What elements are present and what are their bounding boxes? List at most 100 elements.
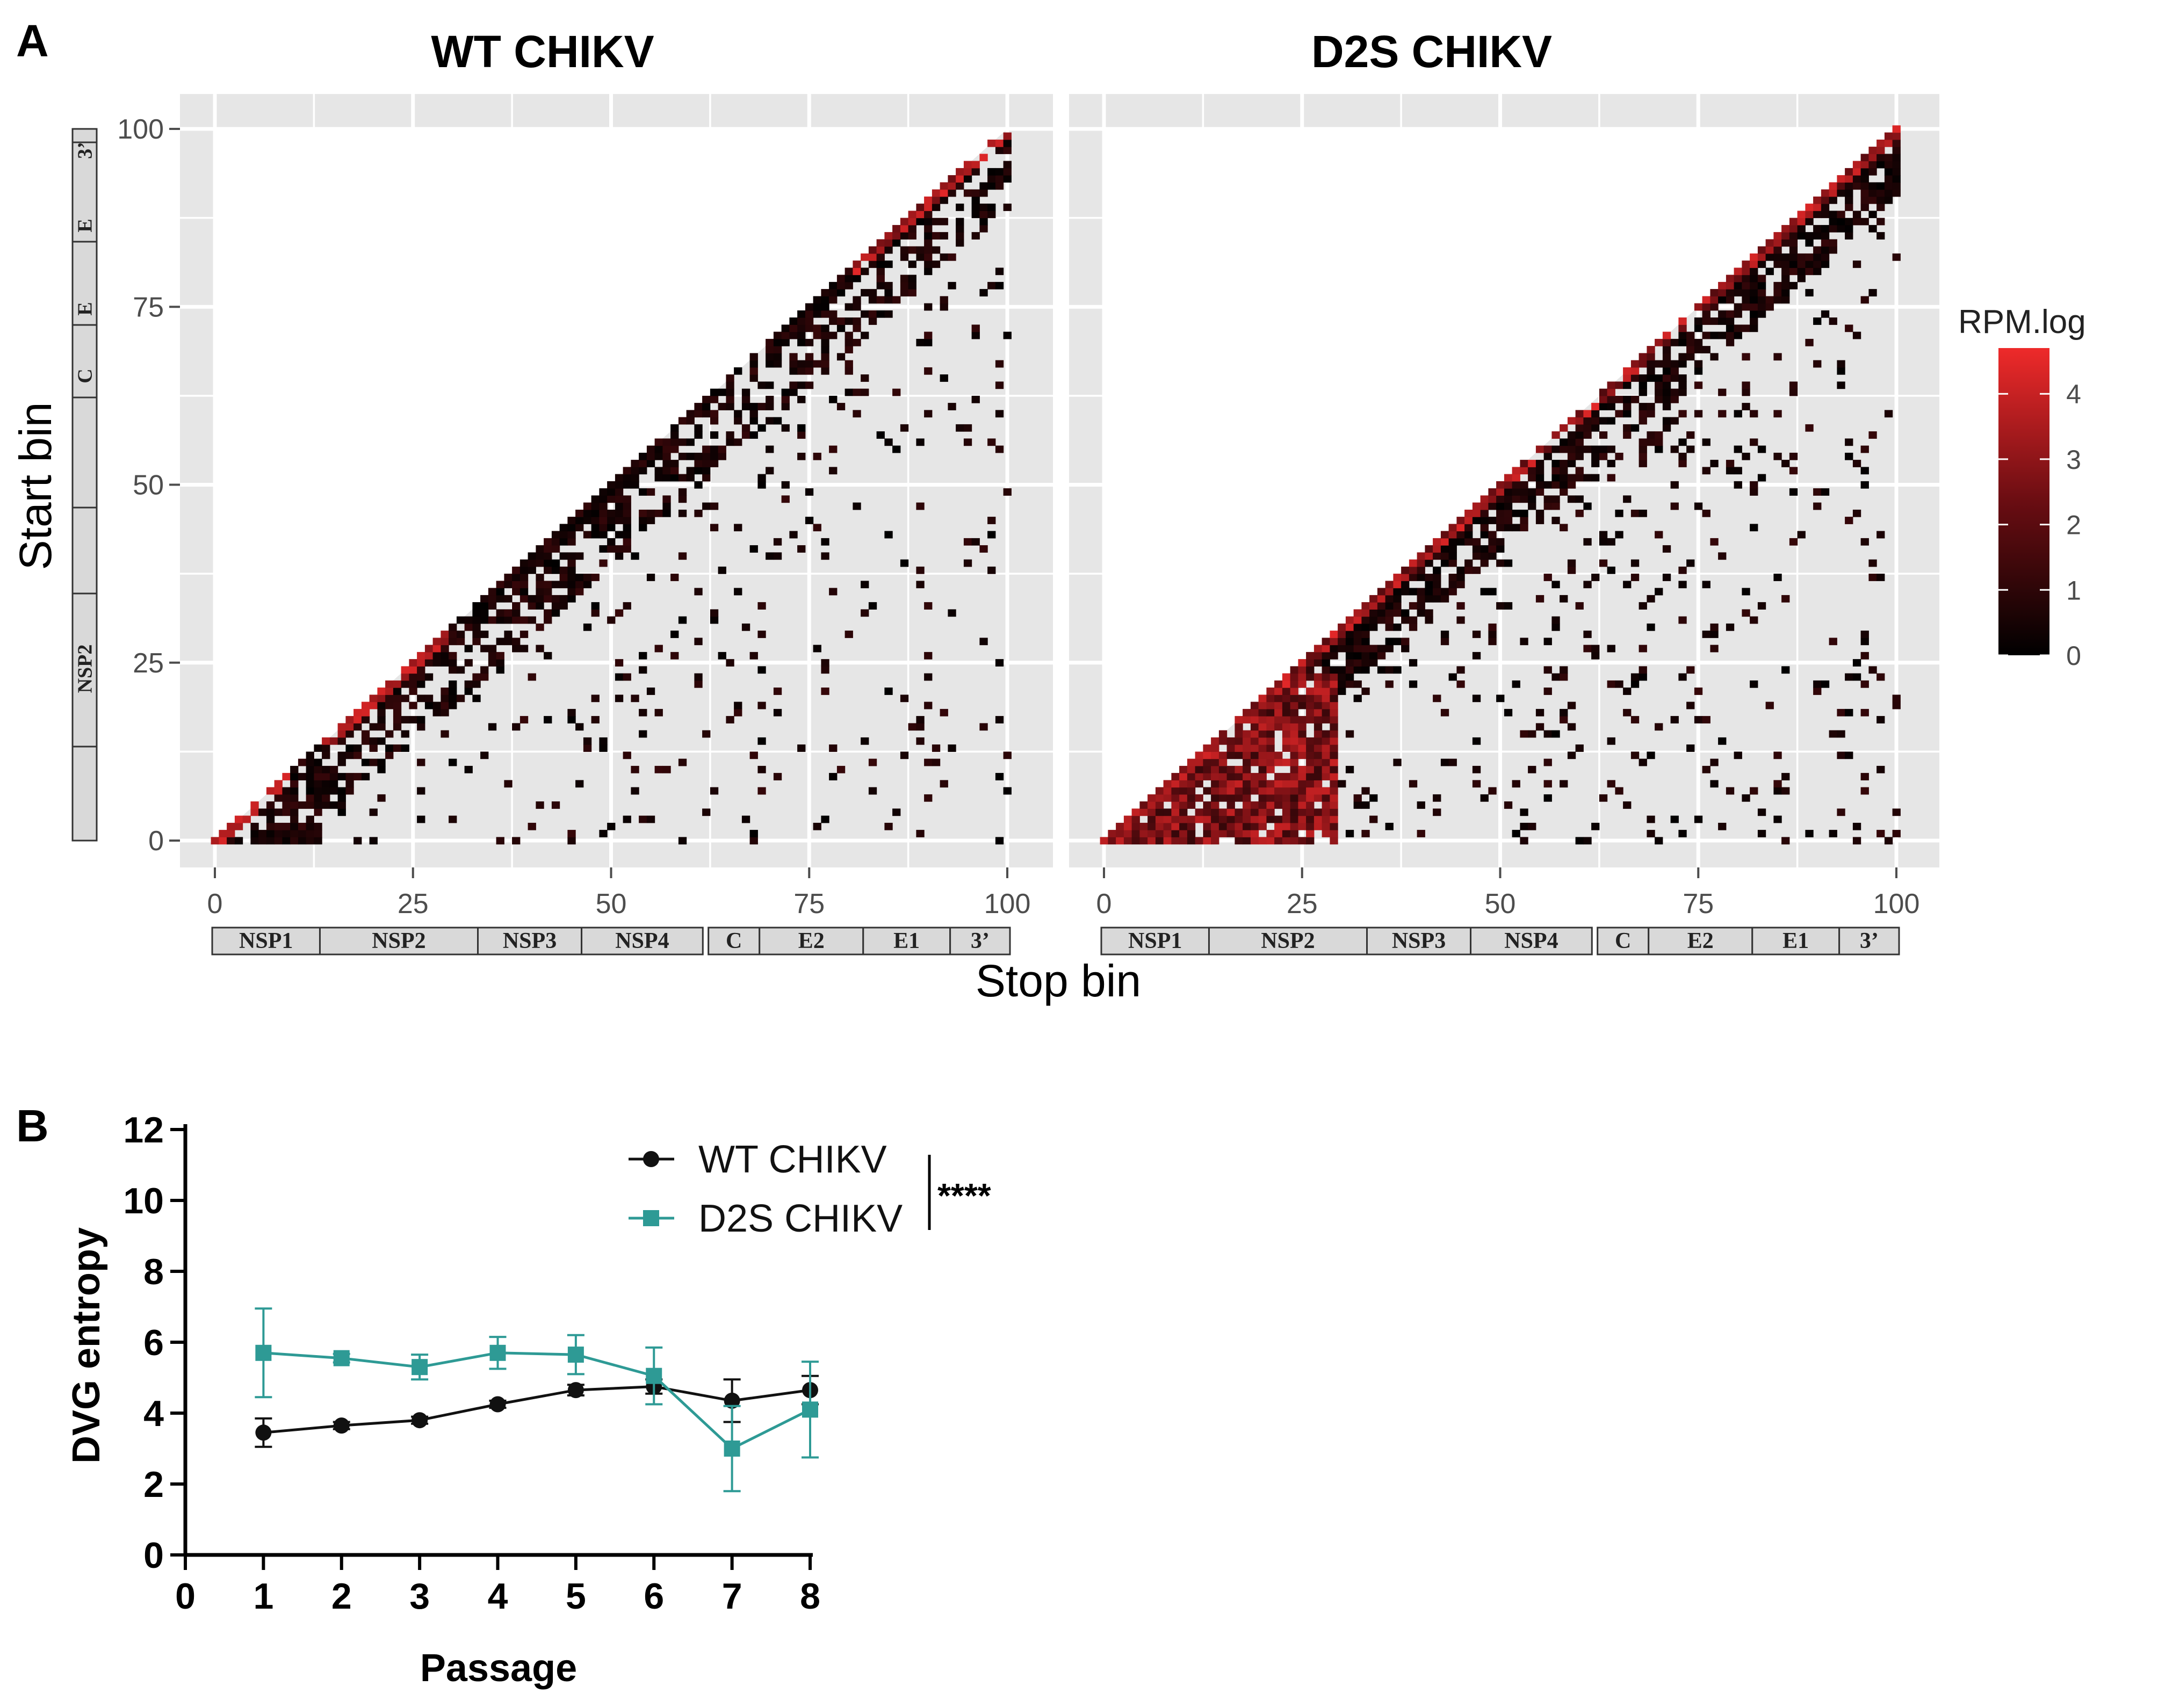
heatmap-cell bbox=[1647, 403, 1655, 410]
heatmap-cell bbox=[591, 531, 600, 539]
genome-segment bbox=[71, 396, 98, 509]
heatmap-cell bbox=[1290, 787, 1298, 795]
heatmap-cell bbox=[853, 296, 861, 304]
heatmap-cell bbox=[1226, 830, 1235, 837]
heatmap-cell bbox=[322, 787, 330, 795]
heatmap-cell bbox=[1860, 204, 1869, 211]
heatmap-cell bbox=[519, 588, 529, 596]
heatmap-cell bbox=[528, 566, 536, 574]
heatmap-cell bbox=[1655, 531, 1663, 539]
heatmap-cell bbox=[227, 830, 235, 837]
heatmap-cell bbox=[702, 460, 711, 467]
heatmap-cell bbox=[1551, 517, 1560, 524]
heatmap-cell bbox=[1282, 815, 1291, 823]
heatmap-cell bbox=[1821, 246, 1830, 254]
heatmap-cell bbox=[924, 331, 933, 339]
heatmap-cell bbox=[1813, 246, 1822, 254]
heatmap-cell bbox=[1567, 701, 1576, 710]
heatmap-cell bbox=[369, 723, 378, 731]
genome-segment-label: C bbox=[726, 929, 742, 953]
heatmap-cell bbox=[1417, 574, 1425, 581]
heatmap-cell bbox=[1837, 182, 1845, 190]
heatmap-cell bbox=[1560, 438, 1568, 446]
heatmap-cell bbox=[1543, 445, 1552, 453]
heatmap-cell bbox=[369, 808, 378, 816]
heatmap-cell bbox=[377, 701, 386, 710]
heatmap-cell bbox=[1139, 830, 1148, 837]
heatmap-cell bbox=[322, 780, 330, 788]
heatmap-cell bbox=[1876, 232, 1885, 240]
heatmap-cell bbox=[583, 509, 592, 517]
heatmap-cell bbox=[623, 474, 631, 482]
heatmap-cell bbox=[377, 737, 386, 745]
heatmap-cell bbox=[718, 652, 726, 660]
heatmap-cell bbox=[1718, 410, 1727, 418]
heatmap-cell bbox=[1860, 467, 1869, 475]
heatmap-cell bbox=[868, 310, 877, 318]
heatmap-cell bbox=[1282, 780, 1291, 788]
heatmap-cell bbox=[1551, 460, 1560, 467]
heatmap-cell bbox=[1607, 680, 1615, 688]
heatmap-cell bbox=[805, 338, 814, 346]
line-y-label: DVG entropy bbox=[65, 1227, 108, 1464]
heatmap-cell bbox=[1718, 310, 1727, 318]
heatmap-cell bbox=[1440, 638, 1449, 646]
heatmap-cell bbox=[519, 574, 529, 581]
heatmap-cell bbox=[726, 659, 734, 667]
heatmap-cell bbox=[567, 517, 576, 524]
heatmap-cell bbox=[861, 289, 869, 296]
heatmap-cell bbox=[290, 830, 299, 837]
heatmap-cell bbox=[1203, 758, 1211, 766]
genome-segment bbox=[1208, 927, 1368, 956]
heatmap-cell bbox=[536, 645, 544, 653]
heatmap-cell bbox=[1488, 495, 1497, 503]
heatmap-cell bbox=[836, 324, 846, 332]
heatmap-cell bbox=[1781, 239, 1790, 247]
heatmap-cell bbox=[821, 331, 829, 339]
heatmap-cell bbox=[1488, 638, 1497, 646]
legend-label: WT CHIKV bbox=[698, 1138, 887, 1181]
heatmap-cell bbox=[1401, 638, 1410, 646]
heatmap-cell bbox=[1313, 744, 1323, 752]
heatmap-cell bbox=[892, 388, 901, 396]
heatmap-cell bbox=[1250, 787, 1259, 795]
heatmap-cell bbox=[1876, 765, 1885, 773]
heatmap-cell bbox=[1235, 780, 1243, 788]
heatmap-cell bbox=[1361, 830, 1370, 837]
heatmap-cell bbox=[670, 467, 679, 475]
heatmap-cell bbox=[464, 680, 473, 688]
heatmap-cell bbox=[908, 246, 916, 254]
heatmap-cell bbox=[678, 452, 687, 460]
heatmap-cell bbox=[361, 773, 370, 780]
heatmap-cell bbox=[1171, 830, 1180, 837]
heatmap-cell bbox=[1472, 552, 1481, 560]
heatmap-cell bbox=[1306, 773, 1315, 780]
heatmap-cell bbox=[1829, 239, 1837, 247]
heatmap-cell bbox=[829, 289, 838, 296]
heatmap-cell bbox=[781, 403, 790, 410]
heatmap-cell bbox=[1543, 452, 1552, 460]
heatmap-cell bbox=[1218, 822, 1228, 830]
heatmap-cell bbox=[995, 837, 1004, 845]
heatmap-cell bbox=[480, 645, 489, 653]
heatmap-cell bbox=[654, 645, 663, 653]
heatmap-cell bbox=[1345, 830, 1354, 837]
heatmap-cell bbox=[1623, 395, 1632, 403]
heatmap-cell bbox=[227, 822, 235, 830]
heatmap-cell bbox=[1003, 139, 1012, 147]
heatmap-cell bbox=[1306, 694, 1315, 703]
heatmap-cell bbox=[1734, 331, 1742, 339]
heatmap-cell bbox=[1313, 787, 1323, 795]
heatmap-cell bbox=[536, 581, 544, 589]
heatmap-cell bbox=[1464, 538, 1473, 546]
heatmap-cell bbox=[1773, 353, 1782, 361]
heatmap-cell bbox=[1543, 574, 1552, 581]
heatmap-cell bbox=[234, 837, 243, 845]
heatmap-cell bbox=[615, 545, 624, 553]
heatmap-cell bbox=[1845, 452, 1853, 460]
heatmap-cell bbox=[1313, 737, 1323, 745]
heatmap-cell bbox=[1678, 616, 1687, 624]
heatmap-cell bbox=[726, 431, 734, 439]
heatmap-cell bbox=[1274, 787, 1283, 795]
heatmap-cell bbox=[1623, 381, 1632, 389]
